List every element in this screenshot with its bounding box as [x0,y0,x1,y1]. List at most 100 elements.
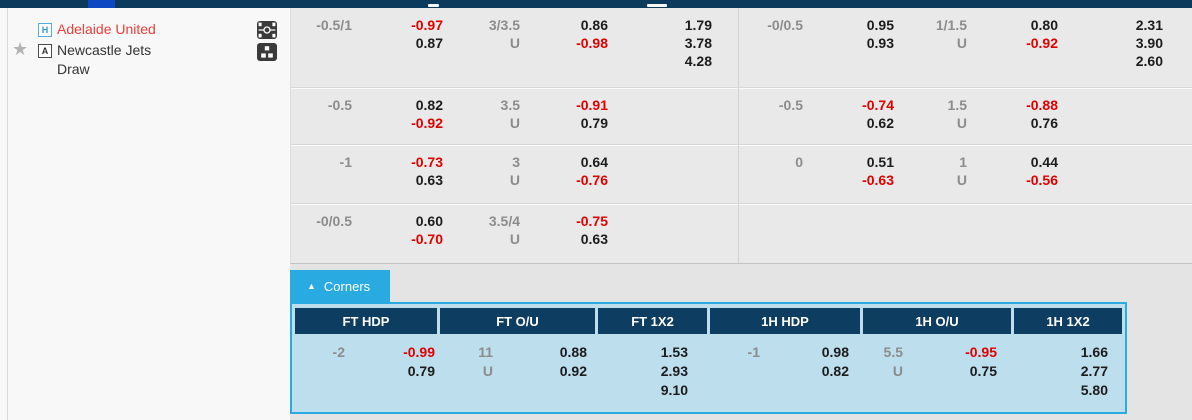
under-odds[interactable]: 0.76 [1030,115,1058,131]
away-win-odds[interactable]: 9.10 [660,382,688,398]
hdp-away-odds[interactable]: 0.79 [407,363,435,379]
odds-group-ft: -0/0.5 0.60 -0.70 3.5/4 U -0.75 0.63 [291,204,738,263]
corners-header-row: FT HDP FT O/U FT 1X2 1H HDP 1H O/U 1H 1X… [295,308,1122,334]
corners-header-ft-1x2: FT 1X2 [598,308,707,334]
over-odds[interactable]: 0.44 [1030,154,1058,170]
hdp-away-odds[interactable]: 0.93 [866,35,894,51]
home-win-odds[interactable]: 1.66 [1080,344,1108,360]
odds-group-1h: -0/0.5 0.95 0.93 1/1.5 U 0.80 -0.92 2.31 3.9… [738,8,1192,87]
corners-odds-row: -2 -0.99 0.79 11 U 0.88 0.92 1.53 2.93 9.10 -… [295,334,1122,400]
ou-line-label: 3.5 [500,97,520,113]
odds-row: -0/0.5 0.60 -0.70 3.5/4 U -0.75 0.63 [291,204,1192,263]
odds-group-ft: -0.5 0.82 -0.92 3.5 U -0.91 0.79 [291,88,738,144]
hdp-away-odds[interactable]: 0.62 [866,115,894,131]
corners-tab-label: Corners [323,278,371,294]
top-nav-bar-clipped [0,0,1192,8]
hdp-home-odds[interactable]: -0.73 [411,154,443,170]
over-odds[interactable]: 0.86 [580,17,608,33]
over-odds[interactable]: 0.64 [580,154,608,170]
panel-divider [7,8,8,420]
handicap-label: -1 [747,344,760,360]
under-odds[interactable]: -0.92 [1026,35,1058,51]
over-odds[interactable]: 0.80 [1030,17,1058,33]
home-team-name[interactable]: Adelaide United [57,21,156,37]
hdp-home-odds[interactable]: 0.60 [415,213,443,229]
draw-odds[interactable]: 3.90 [1135,35,1163,51]
home-win-odds[interactable]: 2.31 [1135,17,1163,33]
under-odds[interactable]: 0.79 [580,115,608,131]
under-odds[interactable]: -0.56 [1026,172,1058,188]
hdp-home-odds[interactable]: -0.99 [403,344,435,360]
draw-odds[interactable]: 2.77 [1080,363,1108,379]
corners-collapse-tab[interactable]: ▲ Corners [290,270,390,302]
favorite-star-icon[interactable]: ★ [12,39,29,59]
match-panel: ★ H Adelaide United A Newcastle Jets Dra… [0,8,290,420]
under-odds[interactable]: 0.75 [969,363,997,379]
corners-header-ft-ou: FT O/U [440,308,595,334]
hdp-home-odds[interactable]: 0.98 [821,344,849,360]
under-label: U [956,35,967,51]
handicap-label: -0.5 [327,97,352,113]
pitch-icon[interactable] [257,21,277,39]
under-odds[interactable]: 0.63 [580,231,608,247]
lineup-icon[interactable] [257,43,277,61]
corners-header-1h-1x2: 1H 1X2 [1014,308,1122,334]
odds-group-1h: 0 0.51 -0.63 1 U 0.44 -0.56 [738,145,1192,203]
over-odds[interactable]: -0.75 [576,213,608,229]
hdp-home-odds[interactable]: 0.95 [866,17,894,33]
clipped-text-fragment [647,4,667,7]
away-team-name[interactable]: Newcastle Jets [57,42,152,58]
hdp-away-odds[interactable]: -0.92 [411,115,443,131]
away-win-odds[interactable]: 4.28 [684,53,712,69]
away-win-odds[interactable]: 5.80 [1080,382,1108,398]
odds-row: -1 -0.73 0.63 3 U 0.64 -0.76 0 0.51 -0.63 1 U… [291,145,1192,204]
odds-group-1h [738,204,1192,263]
under-label: U [482,363,493,379]
handicap-label: -0.5 [778,97,803,113]
odds-row: -0.5/1 -0.97 0.87 3/3.5 U 0.86 -0.98 1.79 3.… [291,8,1192,88]
clipped-text-fragment [428,4,439,7]
home-win-odds[interactable]: 1.79 [684,17,712,33]
handicap-label: -0/0.5 [767,17,803,33]
hdp-away-odds[interactable]: 0.87 [415,35,443,51]
hdp-home-odds[interactable]: -0.97 [411,17,443,33]
corners-header-ft-hdp: FT HDP [295,308,437,334]
odds-group-1h: -0.5 -0.74 0.62 1.5 U -0.88 0.76 [738,88,1192,144]
ou-line-label: 1 [959,154,967,170]
hdp-away-odds[interactable]: -0.63 [862,172,894,188]
over-odds[interactable]: -0.91 [576,97,608,113]
odds-group-ft: -0.5/1 -0.97 0.87 3/3.5 U 0.86 -0.98 1.79 3.… [291,8,738,87]
under-odds[interactable]: 0.92 [559,363,587,379]
under-label: U [956,172,967,188]
handicap-label: -0.5/1 [316,17,352,33]
hdp-home-odds[interactable]: 0.51 [866,154,894,170]
odds-row: -0.5 0.82 -0.92 3.5 U -0.91 0.79 -0.5 -0.74… [291,88,1192,145]
corners-odds-panel: FT HDP FT O/U FT 1X2 1H HDP 1H O/U 1H 1X… [290,302,1127,414]
under-odds[interactable]: -0.98 [576,35,608,51]
corners-group-ft: -2 -0.99 0.79 11 U 0.88 0.92 1.53 2.93 9.10 [295,334,708,400]
handicap-label: -1 [339,154,352,170]
under-label: U [509,115,520,131]
under-label: U [509,231,520,247]
hdp-home-odds[interactable]: -0.74 [862,97,894,113]
over-odds[interactable]: -0.88 [1026,97,1058,113]
draw-odds[interactable]: 3.78 [684,35,712,51]
away-win-odds[interactable]: 2.60 [1135,53,1163,69]
corners-header-1h-ou: 1H O/U [863,308,1011,334]
under-odds[interactable]: -0.76 [576,172,608,188]
hdp-away-odds[interactable]: -0.70 [411,231,443,247]
handicap-label: 0 [795,154,803,170]
over-odds[interactable]: 0.88 [559,344,587,360]
hdp-away-odds[interactable]: 0.63 [415,172,443,188]
home-win-odds[interactable]: 1.53 [660,344,688,360]
hdp-home-odds[interactable]: 0.82 [415,97,443,113]
nav-accent-segment [88,0,115,8]
handicap-label: -2 [332,344,345,360]
ou-line-label: 3 [512,154,520,170]
hdp-away-odds[interactable]: 0.82 [821,363,849,379]
draw-odds[interactable]: 2.93 [660,363,688,379]
ou-line-label: 5.5 [883,344,903,360]
over-odds[interactable]: -0.95 [965,344,997,360]
ou-line-label: 1.5 [947,97,967,113]
